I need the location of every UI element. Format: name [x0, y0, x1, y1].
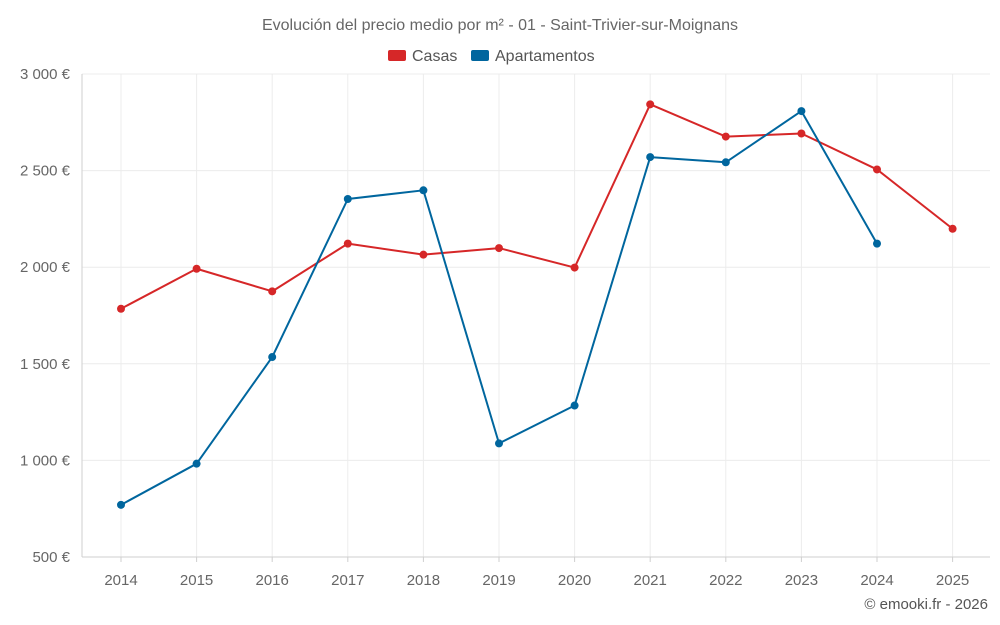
x-tick-label: 2020: [558, 572, 591, 589]
chart-title: Evolución del precio medio por m² - 01 -…: [262, 17, 738, 34]
y-tick-label: 2 000 €: [20, 259, 71, 276]
credit-text: © emooki.fr - 2026: [864, 596, 988, 613]
data-point[interactable]: [721, 132, 730, 141]
x-tick-label: 2025: [936, 572, 969, 589]
data-point[interactable]: [873, 165, 881, 174]
grid: [82, 73, 990, 558]
x-tick-label: 2017: [331, 572, 364, 589]
data-point[interactable]: [268, 353, 277, 362]
data-point[interactable]: [117, 304, 125, 313]
x-tick-label: 2016: [256, 572, 289, 589]
data-point[interactable]: [192, 264, 201, 273]
legend-label: Casas: [412, 48, 457, 65]
data-point[interactable]: [419, 250, 428, 259]
x-tick-label: 2015: [180, 572, 213, 589]
y-tick-label: 2 500 €: [20, 163, 71, 180]
y-axis: 500 € 1 000 € 1 500 € 2 000 € 2 500 € 3 000 €: [20, 66, 83, 566]
y-tick-label: 3 000 €: [20, 66, 71, 83]
x-tick-label: 2019: [482, 572, 515, 589]
data-point[interactable]: [570, 263, 579, 272]
data-point[interactable]: [343, 239, 352, 248]
data-point[interactable]: [570, 401, 579, 410]
data-point[interactable]: [646, 100, 655, 109]
data-point[interactable]: [343, 195, 352, 204]
data-point[interactable]: [495, 439, 503, 448]
y-tick-label: 1 500 €: [20, 356, 71, 373]
x-axis: 2014 2015 2016 2017 2018 2019 2020 2021 2022 2023…: [82, 556, 990, 589]
legend-swatch: [471, 50, 489, 61]
legend-item[interactable]: Apartamentos: [471, 48, 595, 65]
data-point[interactable]: [268, 287, 277, 296]
data-point[interactable]: [721, 158, 730, 167]
data-point[interactable]: [948, 224, 957, 233]
data-point[interactable]: [117, 500, 125, 509]
x-tick-label: 2018: [407, 572, 440, 589]
legend: Casas Apartamentos: [388, 48, 595, 65]
data-point[interactable]: [646, 153, 655, 162]
legend-item[interactable]: Casas: [388, 48, 457, 65]
x-tick-label: 2021: [634, 572, 667, 589]
x-tick-label: 2014: [104, 572, 137, 589]
data-point[interactable]: [495, 244, 503, 253]
x-tick-label: 2024: [860, 572, 893, 589]
data-point[interactable]: [419, 186, 428, 195]
series-casas: [117, 100, 957, 313]
data-point[interactable]: [797, 129, 806, 138]
data-point[interactable]: [873, 239, 881, 248]
y-tick-label: 1 000 €: [20, 452, 71, 469]
series-apartamentos: [117, 107, 881, 509]
data-point[interactable]: [797, 107, 806, 116]
x-tick-label: 2022: [709, 572, 742, 589]
series-line: [120, 103, 954, 310]
legend-label: Apartamentos: [495, 48, 595, 65]
data-point[interactable]: [192, 459, 201, 468]
legend-swatch: [388, 50, 406, 61]
y-tick-label: 500 €: [32, 549, 70, 566]
x-tick-label: 2023: [785, 572, 818, 589]
series: [117, 100, 957, 509]
